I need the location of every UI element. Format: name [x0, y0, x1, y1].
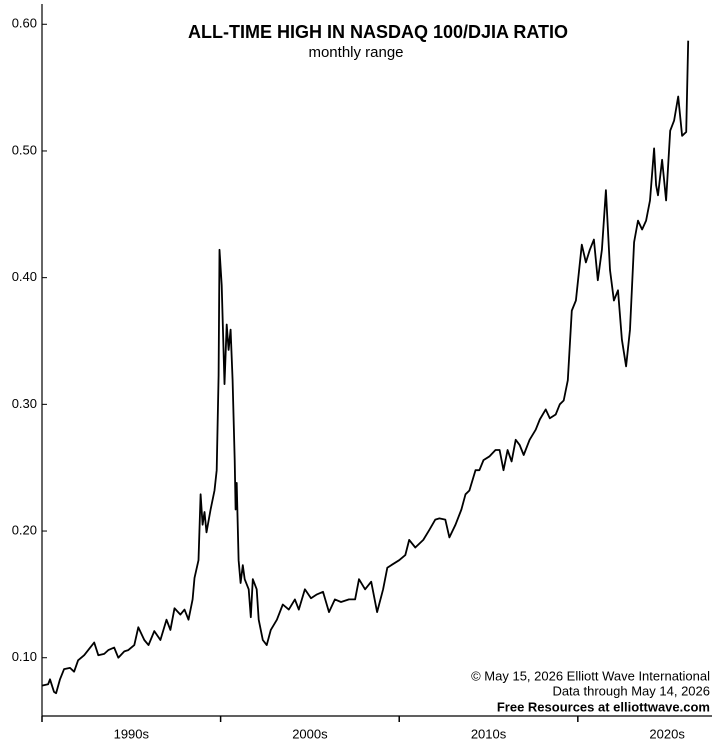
y-tick-label: 0.40 [12, 269, 37, 284]
y-tick-label: 0.50 [12, 142, 37, 157]
credit: © May 15, 2026 Elliott Wave Internationa… [471, 668, 710, 683]
ratio-line [41, 40, 690, 695]
x-tick-label: 2010s [471, 726, 507, 741]
y-tick-label: 0.30 [12, 396, 37, 411]
chart-title: ALL-TIME HIGH IN NASDAQ 100/DJIA RATIO [188, 22, 568, 42]
y-tick-label: 0.10 [12, 649, 37, 664]
chart-subtitle: monthly range [308, 44, 403, 61]
x-tick-label: 2020s [649, 726, 685, 741]
x-tick-label: 1990s [114, 726, 150, 741]
x-tick-label: 2000s [292, 726, 328, 741]
y-tick-label: 0.60 [12, 16, 37, 31]
credit: Free Resources at elliottwave.com [497, 699, 710, 714]
y-tick-label: 0.20 [12, 522, 37, 537]
credit: Data through May 14, 2026 [552, 683, 710, 698]
